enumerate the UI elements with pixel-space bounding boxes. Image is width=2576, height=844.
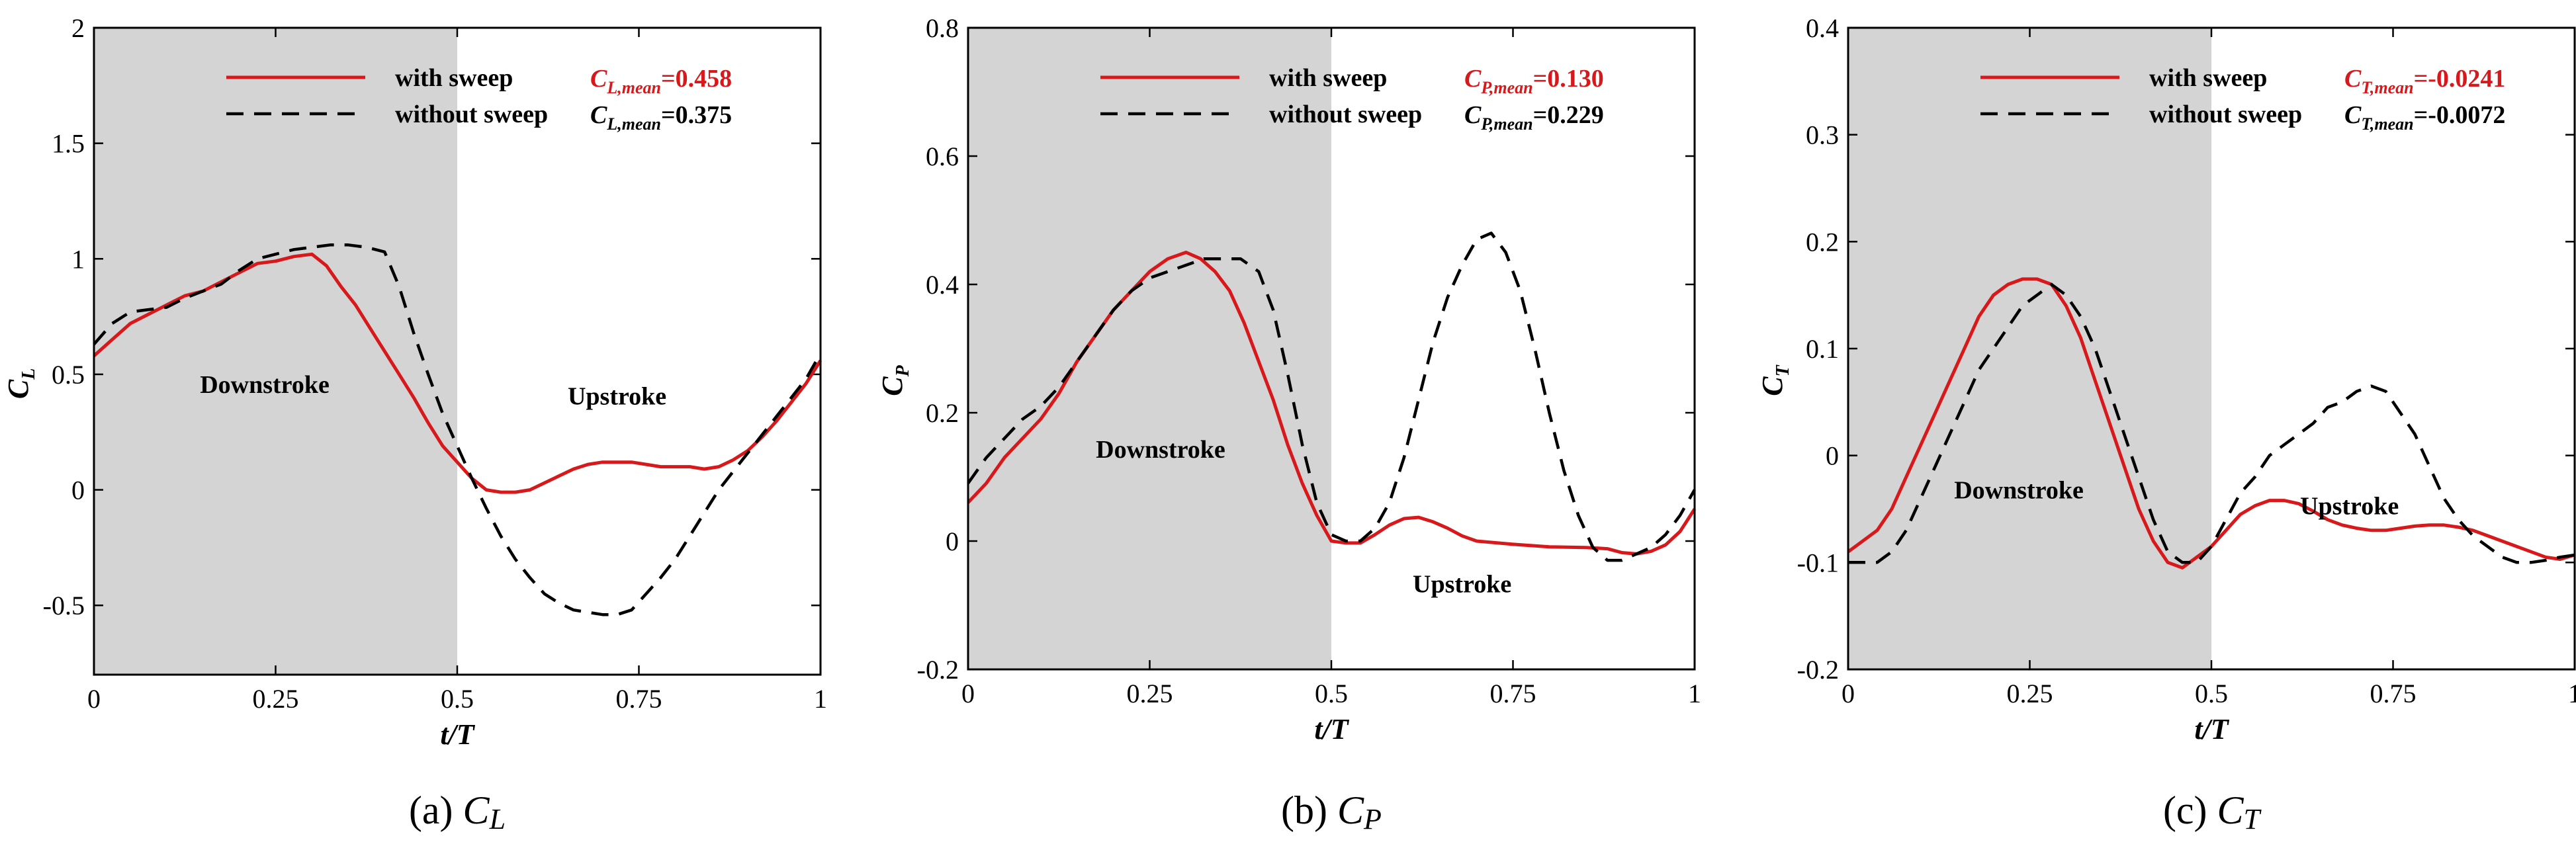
plot-frame <box>967 26 1696 671</box>
series-line-without-sweep <box>967 232 1696 562</box>
x-axis-label: t/T <box>2194 713 2229 745</box>
mean-label-with-sweep: CP,mean=0.130 <box>1464 65 1604 97</box>
x-axis-label: t/T <box>1314 713 1349 745</box>
y-tick-label: 1.5 <box>52 129 85 159</box>
x-tick-label: 0 <box>87 684 101 714</box>
legend-label-without-sweep: without sweep <box>1269 101 1422 128</box>
y-tick-label: -0.5 <box>43 591 85 620</box>
y-axis-label: CP <box>876 364 913 396</box>
y-tick-label: 0.5 <box>52 360 85 390</box>
legend-label-with-sweep: with sweep <box>395 64 513 92</box>
y-tick-label: -0.1 <box>1797 548 1839 577</box>
mean-label-with-sweep: CT,mean=-0.0241 <box>2344 65 2505 97</box>
upstroke-label: Upstroke <box>1413 571 1511 599</box>
x-tick-label: 0 <box>961 679 975 708</box>
legend-label-without-sweep: without sweep <box>2149 101 2302 128</box>
series-line-without-sweep <box>1848 282 2575 564</box>
y-tick-label: 0 <box>71 476 85 505</box>
plot-frame <box>93 26 822 676</box>
x-axis-label: t/T <box>440 718 475 751</box>
mean-label-without-sweep: CL,mean=0.375 <box>590 101 732 134</box>
x-tick-label: 0.5 <box>2195 679 2228 708</box>
y-tick-label: 0.6 <box>926 142 959 171</box>
mean-label-with-sweep: CL,mean=0.458 <box>590 65 732 97</box>
panel-caption: (b) CP <box>1281 788 1382 835</box>
x-tick-label: 1 <box>1688 679 1701 708</box>
y-tick-label: 0.2 <box>926 398 959 428</box>
y-tick-label: 0.4 <box>926 270 959 300</box>
y-tick-label: 0.3 <box>1806 120 1839 150</box>
x-tick-label: 0 <box>1842 679 1855 708</box>
x-tick-label: 0.75 <box>616 684 662 714</box>
x-tick-label: 1 <box>814 684 827 714</box>
downstroke-shade <box>1848 28 2211 669</box>
y-tick-label: 1 <box>71 244 85 274</box>
chart-panel-a: 0 0.25 0.5 0.75 1 -0.5 0 0.5 1 1.5 2 Downstroke Upst… <box>2 13 827 835</box>
y-tick-label: 2 <box>71 13 85 43</box>
mean-label-without-sweep: CP,mean=0.229 <box>1464 101 1604 134</box>
downstroke-shade <box>968 28 1331 669</box>
panel-caption: (a) CL <box>409 788 506 835</box>
x-tick-label: 0.5 <box>1315 679 1348 708</box>
downstroke-label: Downstroke <box>1954 476 2084 504</box>
panel-caption: (c) CT <box>2163 788 2262 835</box>
x-tick-label: 0.25 <box>1127 679 1173 708</box>
x-tick-label: 0.75 <box>2370 679 2417 708</box>
upstroke-label: Upstroke <box>2300 493 2399 521</box>
mean-label-without-sweep: CT,mean=-0.0072 <box>2344 101 2505 134</box>
legend-label-without-sweep: without sweep <box>395 101 548 128</box>
y-axis-label: CL <box>2 368 39 399</box>
x-tick-label: 0.25 <box>2007 679 2053 708</box>
series-line-without-sweep <box>93 243 822 616</box>
y-tick-label: 0.1 <box>1806 334 1839 364</box>
x-tick-label: 0.75 <box>1490 679 1536 708</box>
y-tick-label: -0.2 <box>917 655 959 685</box>
y-tick-label: 0 <box>946 527 959 556</box>
y-tick-label: 0 <box>1826 441 1839 471</box>
y-axis-label: CT <box>1756 364 1793 396</box>
upstroke-label: Upstroke <box>568 382 666 410</box>
y-tick-label: 0.4 <box>1806 13 1839 43</box>
series-line-with-sweep <box>1847 277 2575 570</box>
y-tick-label: 0.2 <box>1806 227 1839 257</box>
plot-frame <box>1847 26 2576 671</box>
series-line-with-sweep <box>93 252 822 494</box>
x-tick-label: 1 <box>2568 679 2576 708</box>
x-tick-label: 0.25 <box>253 684 299 714</box>
y-tick-label: 0.8 <box>926 13 959 43</box>
downstroke-label: Downstroke <box>200 371 330 399</box>
legend-label-with-sweep: with sweep <box>1269 64 1387 92</box>
legend-label-with-sweep: with sweep <box>2149 64 2267 92</box>
chart-panel-b: 0 0.25 0.5 0.75 1-0.200.20.40.60.8Downstroke… <box>876 13 1701 835</box>
downstroke-shade <box>94 28 457 675</box>
y-tick-label: -0.2 <box>1797 655 1839 685</box>
downstroke-label: Downstroke <box>1096 436 1225 464</box>
x-tick-label: 0.5 <box>441 684 474 714</box>
chart-panel-c: 0 0.25 0.5 0.75 1 -0.2 -0.1 0 0.1 0.2 0.3 0.4 Downst… <box>1756 13 2576 835</box>
